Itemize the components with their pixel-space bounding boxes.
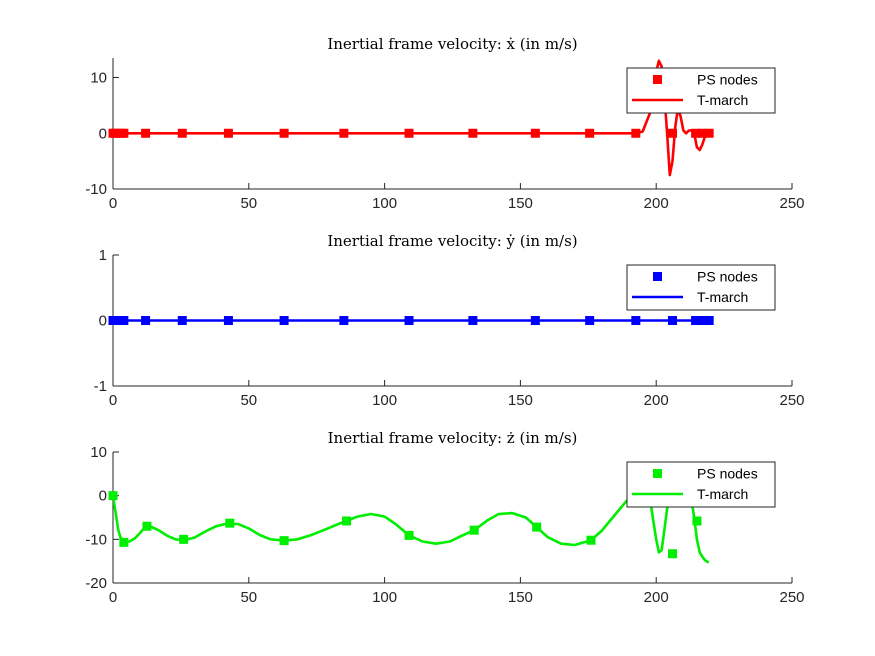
ps-node-marker bbox=[179, 534, 189, 544]
legend-label-ps-nodes: PS nodes bbox=[697, 269, 758, 285]
y-tick-label: 0 bbox=[99, 125, 107, 142]
legend-marker-ps-nodes bbox=[653, 75, 662, 84]
x-tick-label: 250 bbox=[779, 195, 804, 212]
ps-node-marker bbox=[279, 316, 289, 325]
ps-node-marker bbox=[404, 316, 414, 325]
x-tick-label: 250 bbox=[779, 589, 804, 606]
ps-node-marker bbox=[631, 316, 641, 325]
y-tick-label: 0 bbox=[99, 313, 107, 330]
legend-label-t-march: T-march bbox=[697, 486, 748, 502]
ps-node-marker bbox=[667, 128, 677, 138]
ps-node-marker bbox=[697, 316, 707, 325]
legend: PS nodes T-march bbox=[626, 264, 776, 311]
ps-node-marker bbox=[119, 128, 129, 138]
ps-node-marker bbox=[697, 128, 707, 138]
x-tick-label: 200 bbox=[644, 589, 669, 606]
x-tick-label: 0 bbox=[109, 195, 117, 212]
subplot-title: Inertial frame velocity: ẋ (in m/s) bbox=[327, 35, 577, 53]
ps-node-marker bbox=[111, 316, 121, 325]
legend-box bbox=[626, 461, 776, 508]
y-tick-label: 0 bbox=[99, 488, 107, 505]
ps-node-marker bbox=[141, 128, 151, 138]
y-tick-label: 1 bbox=[99, 247, 107, 264]
ps-node-marker bbox=[585, 128, 595, 138]
ps-node-marker bbox=[119, 316, 129, 325]
ps-node-marker bbox=[142, 521, 152, 531]
ps-node-marker bbox=[339, 316, 349, 325]
ps-node-marker bbox=[585, 316, 595, 325]
x-tick-label: 200 bbox=[644, 392, 669, 409]
legend-label-t-march: T-march bbox=[697, 289, 748, 305]
x-tick-label: 150 bbox=[508, 195, 533, 212]
ps-node-marker bbox=[530, 128, 540, 138]
legend-box bbox=[626, 264, 776, 311]
ps-node-marker bbox=[223, 128, 233, 138]
ps-node-marker bbox=[667, 549, 677, 559]
ps-node-marker bbox=[404, 128, 414, 138]
subplot-title: Inertial frame velocity: ż (in m/s) bbox=[328, 429, 578, 447]
ps-node-marker bbox=[468, 316, 478, 325]
legend-label-t-march: T-march bbox=[697, 92, 748, 108]
ps-node-marker bbox=[342, 516, 352, 526]
ps-node-marker bbox=[279, 128, 289, 138]
x-tick-label: 100 bbox=[372, 392, 397, 409]
ps-node-marker bbox=[141, 316, 151, 325]
ps-node-marker bbox=[177, 128, 187, 138]
y-tick-label: -10 bbox=[85, 531, 107, 548]
ps-node-marker bbox=[691, 128, 701, 138]
ps-node-marker bbox=[530, 316, 540, 325]
ps-node-marker bbox=[468, 128, 478, 138]
subplot-1: Inertial frame velocity: ẋ (in m/s) 0 50 10… bbox=[85, 35, 804, 212]
ps-node-marker bbox=[279, 536, 289, 546]
ps-node-marker bbox=[111, 128, 121, 138]
ps-node-marker bbox=[339, 128, 349, 138]
x-tick-label: 100 bbox=[372, 589, 397, 606]
x-tick-label: 50 bbox=[240, 589, 257, 606]
x-tick-label: 150 bbox=[508, 589, 533, 606]
y-tick-label: -20 bbox=[85, 575, 107, 592]
ps-node-marker bbox=[691, 316, 701, 325]
x-tick-label: 150 bbox=[508, 392, 533, 409]
subplot-3: Inertial frame velocity: ż (in m/s) 0 50 10… bbox=[85, 429, 804, 606]
ps-node-marker bbox=[692, 516, 702, 526]
ps-node-marker bbox=[225, 518, 235, 528]
x-tick-label: 100 bbox=[372, 195, 397, 212]
ps-node-marker bbox=[177, 316, 187, 325]
ps-node-marker bbox=[469, 525, 479, 535]
ps-node-marker bbox=[108, 491, 118, 501]
subplot-2: Inertial frame velocity: ẏ (in m/s)0 50 10… bbox=[94, 232, 805, 409]
x-tick-label: 0 bbox=[109, 392, 117, 409]
ps-node-marker bbox=[667, 316, 677, 325]
ps-node-marker bbox=[532, 522, 542, 532]
ps-node-marker bbox=[631, 128, 641, 138]
subplot-title: Inertial frame velocity: ẏ (in m/s) bbox=[327, 232, 577, 250]
legend-marker-ps-nodes bbox=[653, 272, 662, 281]
ps-node-marker bbox=[404, 530, 414, 540]
x-tick-label: 50 bbox=[240, 195, 257, 212]
ps-node-marker bbox=[704, 316, 714, 325]
ps-node-marker bbox=[119, 537, 129, 547]
y-tick-label: -1 bbox=[94, 378, 107, 395]
legend-label-ps-nodes: PS nodes bbox=[697, 72, 758, 88]
legend-box bbox=[626, 67, 776, 114]
legend-label-ps-nodes: PS nodes bbox=[697, 466, 758, 482]
x-tick-label: 0 bbox=[109, 589, 117, 606]
x-tick-label: 250 bbox=[779, 392, 804, 409]
ps-node-marker bbox=[586, 535, 596, 545]
y-tick-label: -10 bbox=[85, 181, 107, 198]
ps-node-marker bbox=[704, 128, 714, 138]
x-tick-label: 50 bbox=[240, 392, 257, 409]
y-tick-label: 10 bbox=[90, 70, 107, 87]
legend: PS nodes T-march bbox=[626, 67, 776, 114]
legend-marker-ps-nodes bbox=[653, 469, 662, 478]
x-tick-label: 200 bbox=[644, 195, 669, 212]
legend: PS nodes T-march bbox=[626, 461, 776, 508]
ps-node-marker bbox=[223, 316, 233, 325]
y-tick-label: 10 bbox=[90, 444, 107, 461]
